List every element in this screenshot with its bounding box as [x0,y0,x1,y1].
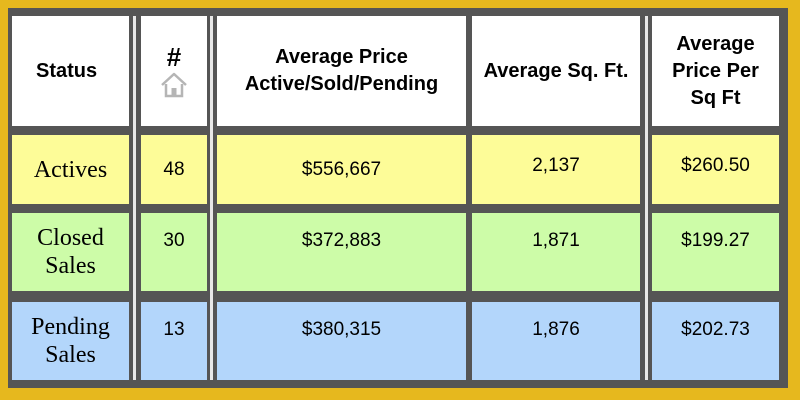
avg-price-per-sqft-value: $199.27 [681,230,750,251]
status-label: Closed Sales [37,225,104,279]
header-avg-sqft: Average Sq. Ft. [472,16,640,126]
row-pending-avg-price-per-sqft: $202.73 [652,302,779,380]
avg-sqft-value: 1,876 [532,319,580,340]
column-divider [210,16,213,380]
count-value: 48 [163,158,185,180]
row-actives-avg-price: $556,667 [217,135,466,204]
row-pending-status: Pending Sales [12,302,129,380]
row-pending-avg-price: $380,315 [217,302,466,380]
row-actives-avg-price-per-sqft: $260.50 [652,135,779,204]
row-closed-avg-sqft: 1,871 [472,213,640,291]
row-pending-avg-sqft: 1,876 [472,302,640,380]
row-actives-count: 48 [141,135,207,204]
header-status-label: Status [36,59,98,82]
row-pending-count: 13 [141,302,207,380]
row-closed-status: Closed Sales [12,213,129,291]
row-closed-avg-price-per-sqft: $199.27 [652,213,779,291]
status-label: Actives [33,156,108,183]
column-divider [133,16,136,380]
avg-price-per-sqft-value: $202.73 [681,319,750,340]
column-divider [645,16,648,380]
avg-sqft-value: 1,871 [532,230,580,251]
header-count-label: # [166,42,182,72]
header-status: Status [12,16,129,126]
header-avg-price-per-sqft: Average Price Per Sq Ft [652,16,779,126]
header-avg-price-per-sqft-label: Average Price Per Sq Ft [672,32,759,109]
header-avg-price-label: Average Price Active/Sold/Pending [244,46,439,95]
stats-table: Status # Average Price Active/Sold/Pendi… [8,8,788,388]
header-avg-sqft-label: Average Sq. Ft. [483,59,629,82]
avg-price-value: $372,883 [301,230,382,251]
header-count: # [141,16,207,126]
count-value: 13 [163,319,185,340]
header-avg-price: Average Price Active/Sold/Pending [217,16,466,126]
row-closed-avg-price: $372,883 [217,213,466,291]
avg-sqft-value: 2,137 [532,154,580,176]
avg-price-value: $556,667 [301,158,382,180]
row-actives-avg-sqft: 2,137 [472,135,640,204]
count-value: 30 [163,230,185,251]
avg-price-per-sqft-value: $260.50 [681,154,750,176]
avg-price-value: $380,315 [301,319,382,340]
row-closed-count: 30 [141,213,207,291]
status-label: Pending Sales [31,314,110,368]
row-actives-status: Actives [12,135,129,204]
home-icon [161,72,187,98]
